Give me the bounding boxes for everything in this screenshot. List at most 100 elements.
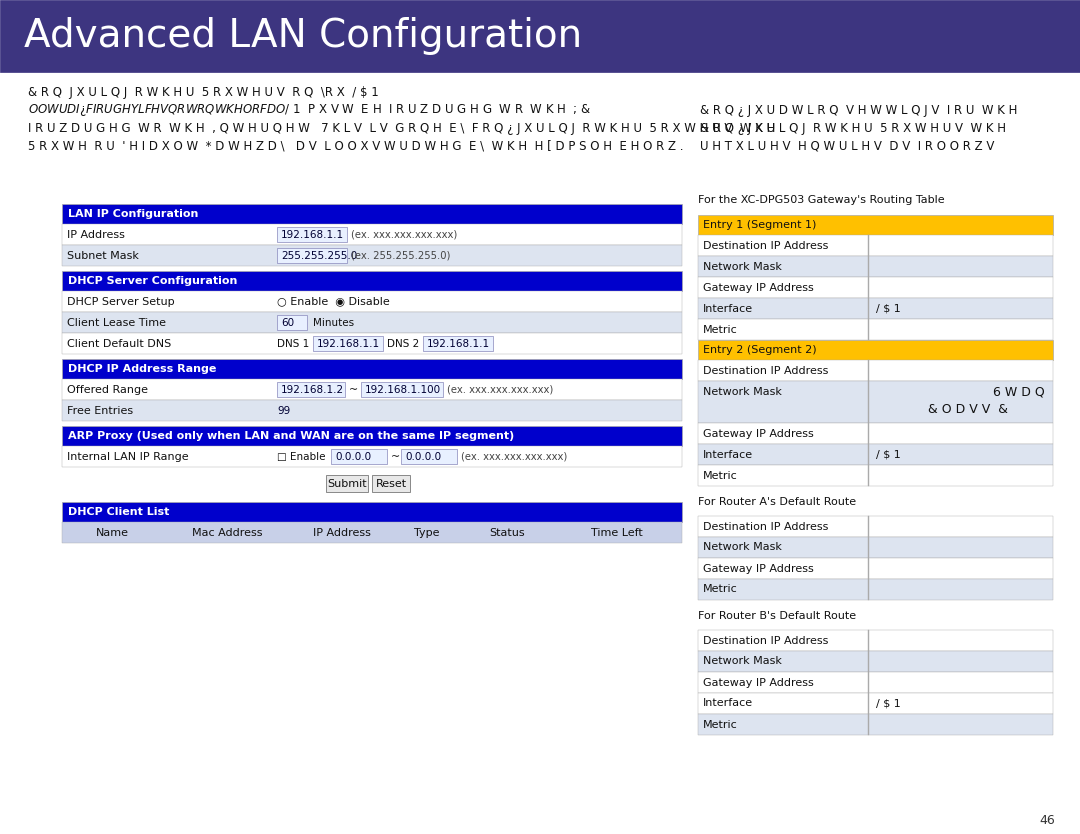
Bar bbox=[330, 449, 387, 464]
Bar bbox=[698, 630, 1053, 651]
Bar bbox=[698, 277, 1053, 298]
Bar bbox=[62, 502, 681, 522]
Bar bbox=[698, 444, 1053, 465]
Bar bbox=[62, 204, 681, 224]
Text: / $ 1: / $ 1 bbox=[876, 450, 901, 460]
Bar bbox=[698, 340, 1053, 360]
Text: Status: Status bbox=[489, 527, 525, 537]
Bar bbox=[372, 475, 410, 492]
Bar bbox=[698, 714, 1053, 735]
Text: Client Default DNS: Client Default DNS bbox=[67, 339, 172, 349]
Bar bbox=[62, 271, 681, 291]
Text: ~: ~ bbox=[391, 451, 401, 461]
Text: Client Lease Time: Client Lease Time bbox=[67, 318, 166, 328]
Text: (ex. xxx.xxx.xxx.xxx): (ex. xxx.xxx.xxx.xxx) bbox=[461, 451, 567, 461]
Text: Network Mask: Network Mask bbox=[703, 386, 782, 396]
Text: 5 R X W H  R U  ' H I D X O W  * D W H Z D \   D V  L O O X V W U D W H G  E \  : 5 R X W H R U ' H I D X O W * D W H Z D … bbox=[28, 139, 684, 153]
Text: DHCP IP Address Range: DHCP IP Address Range bbox=[68, 364, 216, 374]
Bar bbox=[326, 475, 368, 492]
Bar bbox=[62, 446, 681, 467]
Text: Network Mask: Network Mask bbox=[703, 542, 782, 552]
Text: / $ 1: / $ 1 bbox=[876, 304, 901, 314]
Text: U H T X L U H V  H Q W U L H V  D V  I R O O R Z V: U H T X L U H V H Q W U L H V D V I R O … bbox=[700, 139, 995, 153]
Text: DHCP Server Setup: DHCP Server Setup bbox=[67, 297, 175, 307]
Text: Network Mask: Network Mask bbox=[703, 262, 782, 272]
Text: Subnet Mask: Subnet Mask bbox=[67, 250, 139, 260]
Text: Metric: Metric bbox=[703, 585, 738, 595]
Text: Gateway IP Address: Gateway IP Address bbox=[703, 564, 813, 574]
Text: Free Entries: Free Entries bbox=[67, 405, 133, 415]
Text: Offered Range: Offered Range bbox=[67, 384, 148, 394]
Text: Submit: Submit bbox=[327, 479, 367, 489]
Text: Interface: Interface bbox=[703, 699, 753, 709]
Bar bbox=[698, 651, 1053, 672]
Bar bbox=[62, 333, 681, 354]
Text: Gateway IP Address: Gateway IP Address bbox=[703, 283, 813, 293]
Bar bbox=[62, 522, 681, 543]
Text: Destination IP Address: Destination IP Address bbox=[703, 365, 828, 375]
Text: & O D V V  &: & O D V V & bbox=[928, 403, 1008, 416]
Text: / $ 1: / $ 1 bbox=[876, 699, 901, 709]
Text: 192.168.1.100: 192.168.1.100 bbox=[365, 384, 441, 394]
Bar bbox=[313, 336, 383, 351]
Text: Entry 1 (Segment 1): Entry 1 (Segment 1) bbox=[703, 220, 816, 230]
Text: ~: ~ bbox=[349, 384, 359, 394]
Bar bbox=[276, 248, 347, 263]
Text: $ O O  W U D I ¿ F  I R U  G H Y L F H V  Q R W  R Q  W K H  O R F D O  / $ 1  P: $ O O W U D I ¿ F I R U G H Y L F H V Q … bbox=[28, 102, 591, 118]
Text: □ Enable: □ Enable bbox=[276, 451, 325, 461]
Text: ARP Proxy (Used only when LAN and WAN are on the same IP segment): ARP Proxy (Used only when LAN and WAN ar… bbox=[68, 431, 514, 441]
Text: IP Address: IP Address bbox=[313, 527, 370, 537]
Bar bbox=[698, 537, 1053, 558]
Text: Gateway IP Address: Gateway IP Address bbox=[703, 429, 813, 439]
Text: Type: Type bbox=[415, 527, 440, 537]
Text: Advanced LAN Configuration: Advanced LAN Configuration bbox=[24, 17, 582, 55]
Bar bbox=[401, 449, 457, 464]
Bar bbox=[698, 235, 1053, 256]
Bar bbox=[698, 423, 1053, 444]
Text: Interface: Interface bbox=[703, 304, 753, 314]
Bar bbox=[698, 465, 1053, 486]
Bar bbox=[698, 693, 1053, 714]
Bar bbox=[698, 579, 1053, 600]
Text: Metric: Metric bbox=[703, 470, 738, 480]
Text: 60: 60 bbox=[281, 318, 294, 328]
Bar bbox=[62, 224, 681, 245]
Text: I R U Z D U G H G  W R  W K H  , Q W H U Q H W   7 K L V  L V  G R Q H  E \  F R: I R U Z D U G H G W R W K H , Q W H U Q … bbox=[28, 122, 775, 134]
Text: Metric: Metric bbox=[703, 324, 738, 334]
Text: Destination IP Address: Destination IP Address bbox=[703, 240, 828, 250]
Text: Network Mask: Network Mask bbox=[703, 656, 782, 666]
Text: (ex. xxx.xxx.xxx.xxx): (ex. xxx.xxx.xxx.xxx) bbox=[351, 229, 457, 239]
Text: & R Q ¿ J X U D W L R Q  V H W W L Q J V  I R U  W K H: & R Q ¿ J X U D W L R Q V H W W L Q J V … bbox=[700, 103, 1017, 117]
Bar bbox=[698, 516, 1053, 537]
Text: 0.0.0.0: 0.0.0.0 bbox=[405, 451, 441, 461]
Bar bbox=[0, 0, 1080, 72]
Text: Time Left: Time Left bbox=[591, 527, 643, 537]
Bar bbox=[62, 379, 681, 400]
Text: DHCP Server Configuration: DHCP Server Configuration bbox=[68, 276, 238, 286]
Text: Destination IP Address: Destination IP Address bbox=[703, 521, 828, 531]
Text: For Router B's Default Route: For Router B's Default Route bbox=[698, 611, 856, 621]
Text: IP Address: IP Address bbox=[67, 229, 125, 239]
Bar bbox=[62, 426, 681, 446]
Bar bbox=[62, 245, 681, 266]
Text: DHCP Client List: DHCP Client List bbox=[68, 507, 170, 517]
Bar bbox=[698, 319, 1053, 340]
Text: LAN IP Configuration: LAN IP Configuration bbox=[68, 209, 199, 219]
Bar bbox=[276, 315, 307, 330]
Text: 6 W D Q: 6 W D Q bbox=[994, 385, 1045, 398]
Text: 0.0.0.0: 0.0.0.0 bbox=[335, 451, 372, 461]
Bar bbox=[698, 256, 1053, 277]
Text: Metric: Metric bbox=[703, 720, 738, 730]
Text: (ex. 255.255.255.0): (ex. 255.255.255.0) bbox=[351, 250, 450, 260]
Text: & R Q  J X U L Q J  R W K H U  5 R X W H U V  R Q  \R X  / $ 1: & R Q J X U L Q J R W K H U 5 R X W H U … bbox=[28, 86, 379, 98]
Bar bbox=[62, 291, 681, 312]
Text: 192.168.1.1: 192.168.1.1 bbox=[427, 339, 490, 349]
Bar bbox=[698, 558, 1053, 579]
Text: Minutes: Minutes bbox=[313, 318, 354, 328]
Text: 46: 46 bbox=[1039, 813, 1055, 826]
Text: Reset: Reset bbox=[376, 479, 406, 489]
Text: Gateway IP Address: Gateway IP Address bbox=[703, 677, 813, 687]
Text: & R Q ¿ J X U L Q J  R W K H U  5 R X W H U V  W K H: & R Q ¿ J X U L Q J R W K H U 5 R X W H … bbox=[700, 122, 1005, 134]
Text: Mac Address: Mac Address bbox=[192, 527, 262, 537]
Text: Entry 2 (Segment 2): Entry 2 (Segment 2) bbox=[703, 345, 816, 355]
